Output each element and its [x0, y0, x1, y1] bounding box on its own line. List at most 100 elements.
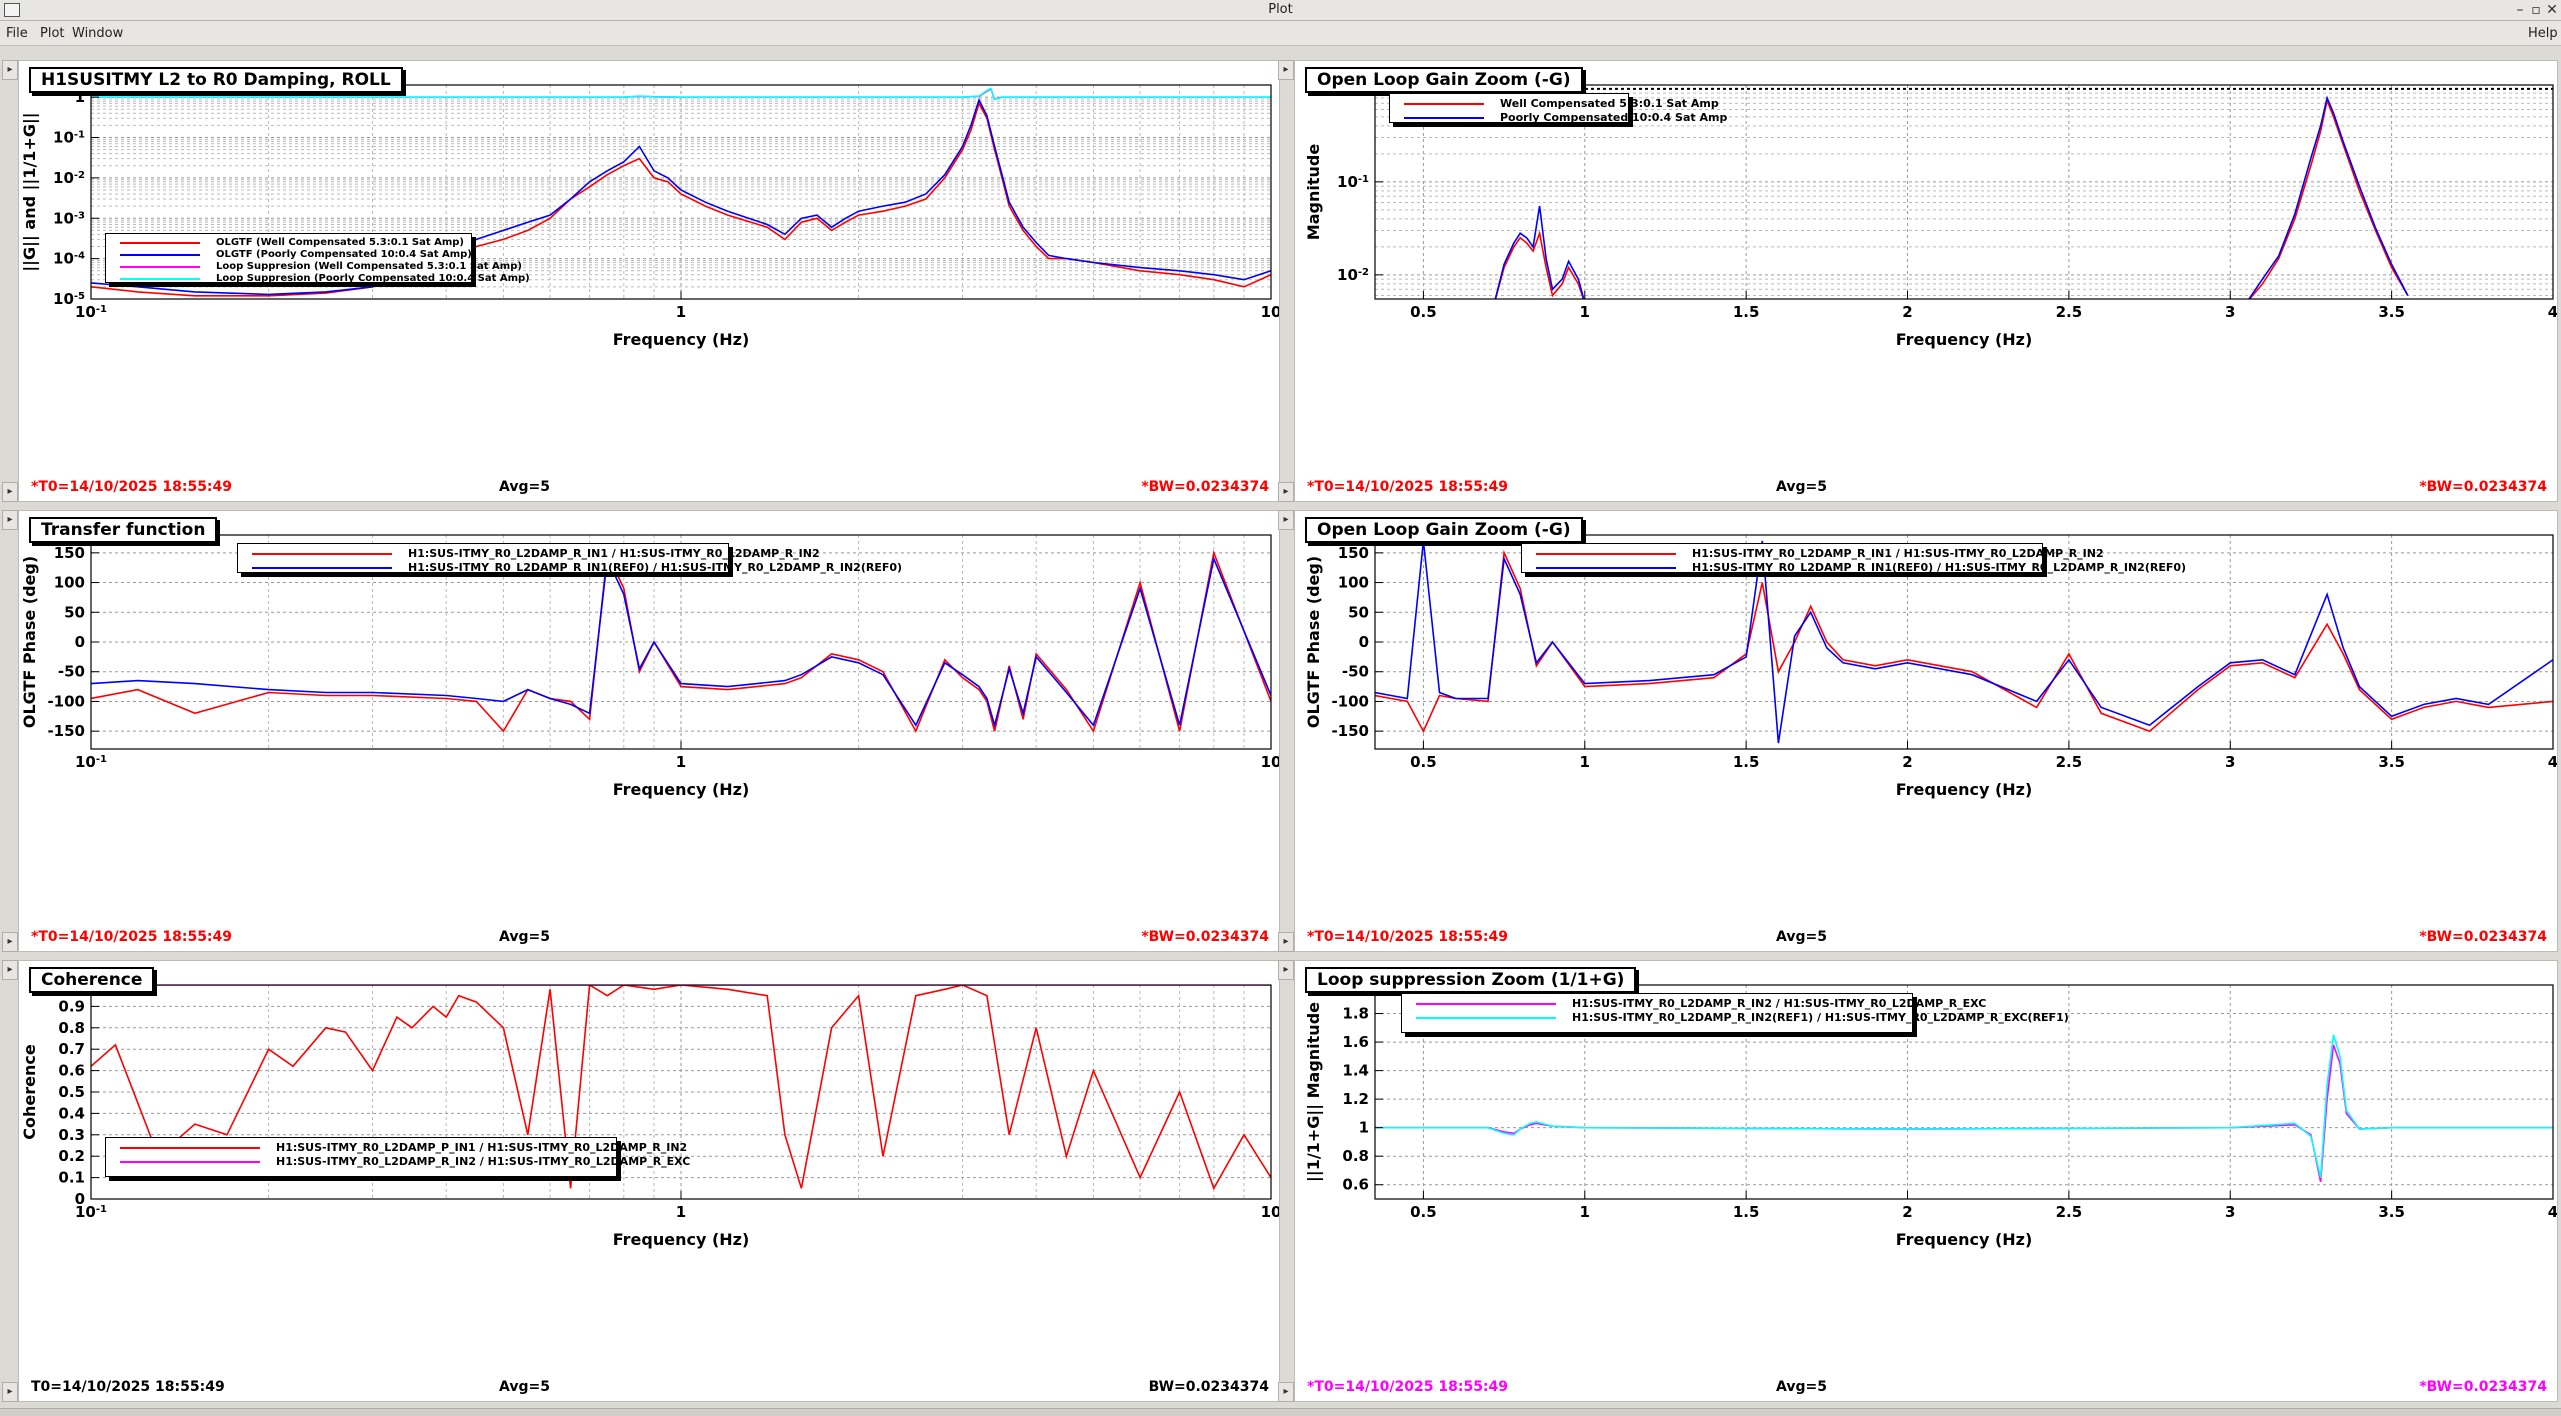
chart-canvas[interactable]: 0.511.522.533.5421.81.61.41.210.80.6Freq… [1295, 961, 2557, 1401]
legend-label: OLGTF (Poorly Compensated 10:0.4 Sat Amp… [216, 249, 472, 260]
x-tick-label: 2 [1902, 753, 1912, 771]
chart-canvas[interactable]: 10-1 1 10 150 100 50 0 -50 -100 -150 Frequency (Hz… [19, 511, 1279, 951]
panel-expand-arrow-icon[interactable]: ▸ [2, 960, 18, 980]
plot-title: Loop suppression Zoom (1/1+G) [1305, 967, 1637, 993]
series-group [91, 549, 1271, 734]
series-line-1 [91, 101, 1271, 297]
panel-transfer-function: 10-1 1 10 150 100 50 0 -50 -100 -150 Frequency (Hz… [18, 510, 1280, 952]
y-tick-label: -100 [1331, 692, 1369, 710]
legend-entry: H1:SUS-ITMY_R0_L2DAMP_R_IN2 / H1:SUS-ITM… [1402, 997, 1986, 1011]
footer-t0: *T0=14/10/2025 18:55:49 [1307, 1379, 1509, 1395]
panel-loop-suppression: 0.511.522.533.5421.81.61.41.210.80.6Freq… [1294, 960, 2558, 1402]
legend-swatch [120, 242, 200, 244]
footer-avg: Avg=5 [1776, 1379, 1827, 1395]
plot-frame [1374, 984, 2554, 1200]
legend-entry: Loop Suppresion (Poorly Compensated 10:0… [106, 273, 530, 285]
x-tick-label: 1.5 [1733, 303, 1760, 321]
menu-window[interactable]: Window [72, 26, 124, 41]
chart-canvas[interactable]: 0.5 1 1.5 2 2.5 3 3.5 4 150 100 50 0 -50 -100 -150 Freq… [1295, 511, 2557, 951]
y-tick-label: 0 [75, 633, 85, 651]
menu-help[interactable]: Help [2528, 26, 2558, 41]
legend-swatch [120, 266, 200, 268]
legend-swatch [1536, 567, 1676, 569]
legend-entry: Poorly Compensated 10:0.4 Sat Amp [1390, 111, 1727, 125]
plot-title: Transfer function [29, 517, 218, 543]
x-tick-label: 2 [1902, 1203, 1912, 1221]
legend: OLGTF (Well Compensated 5.3:0.1 Sat Amp)… [105, 233, 530, 285]
panel-options-arrow-icon[interactable]: ▸ [2, 932, 18, 952]
window-titlebar: Plot – ▫ ✕ [0, 0, 2561, 21]
legend-entry: H1:SUS-ITMY_R0_L2DAMP_R_IN1 / H1:SUS-ITM… [238, 547, 820, 561]
footer-avg: Avg=5 [1776, 929, 1827, 945]
plot-title: Open Loop Gain Zoom (-G) [1305, 517, 1583, 543]
menu-plot[interactable]: Plot [40, 26, 65, 41]
series-line-4 [91, 87, 1271, 101]
x-tick-label: 3 [2225, 303, 2235, 321]
y-tick-label: 10-4 [53, 250, 85, 268]
legend-entry: OLGTF (Well Compensated 5.3:0.1 Sat Amp) [106, 237, 471, 249]
y-tick-label: 10-2 [53, 169, 85, 187]
panel-options-arrow-icon[interactable]: ▸ [2, 1382, 18, 1402]
panel-expand-arrow-icon[interactable]: ▸ [2, 510, 18, 530]
y-tick-label: 100 [1338, 574, 1369, 592]
panel-olg-zoom-phase: 0.5 1 1.5 2 2.5 3 3.5 4 150 100 50 0 -50 -100 -150 Freq… [1294, 510, 2558, 952]
x-tick-label: 1.5 [1733, 1203, 1760, 1221]
panel-expand-arrow-icon[interactable]: ▸ [1278, 510, 1294, 530]
legend-swatch [120, 254, 200, 256]
series-line-1 [91, 985, 1271, 1191]
chart-canvas[interactable]: 10-111010.90.80.70.60.50.40.30.20.10Freq… [19, 961, 1279, 1401]
x-tick-label: 3 [2225, 1203, 2235, 1221]
footer-avg: Avg=5 [499, 929, 550, 945]
legend-label: H1:SUS-ITMY_R0_L2DAMP_R_IN1 / H1:SUS-ITM… [408, 547, 820, 560]
series-line-2 [1375, 540, 2553, 744]
footer-bw: *BW=0.0234374 [2419, 479, 2547, 495]
chart-canvas[interactable]: 10-1 1 10 1 10-1 10-2 10-3 10-4 10-5 Frequency (H… [19, 61, 1279, 501]
legend-label: Poorly Compensated 10:0.4 Sat Amp [1500, 111, 1728, 124]
x-tick-label: 1 [676, 1203, 686, 1221]
series-group [1494, 95, 2409, 299]
panel-options-arrow-icon[interactable]: ▸ [2, 482, 18, 502]
x-tick-label: 10 [1261, 303, 1279, 321]
legend-swatch [1416, 1003, 1556, 1005]
series-group [1375, 540, 2553, 744]
footer-t0: *T0=14/10/2025 18:55:49 [31, 929, 233, 945]
legend-label: Loop Suppresion (Poorly Compensated 10:0… [216, 273, 530, 284]
legend-swatch [120, 1161, 260, 1163]
y-tick-label: -100 [47, 692, 85, 710]
y-axis-label: Coherence [20, 1044, 39, 1140]
y-tick-label: 150 [54, 544, 85, 562]
x-tick-label: 2.5 [2056, 753, 2083, 771]
x-tick-label: 10-1 [75, 753, 107, 771]
x-axis-label: Frequency (Hz) [613, 330, 750, 349]
panel-options-arrow-icon[interactable]: ▸ [1278, 482, 1294, 502]
panel-expand-arrow-icon[interactable]: ▸ [2, 60, 18, 80]
panel-options-arrow-icon[interactable]: ▸ [1278, 932, 1294, 952]
maximize-icon[interactable]: ▫ [2531, 2, 2541, 18]
close-icon[interactable]: ✕ [2546, 2, 2558, 18]
x-axis-label: Frequency (Hz) [1896, 330, 2033, 349]
x-tick-label: 4 [2548, 1203, 2557, 1221]
legend-entry: Loop Suppresion (Well Compensated 5.3:0.… [106, 261, 522, 273]
y-axis-label: ||G|| and ||1/1+G|| [20, 112, 40, 271]
menu-file[interactable]: File [6, 26, 28, 41]
panel-options-arrow-icon[interactable]: ▸ [1278, 1382, 1294, 1402]
minimize-icon[interactable]: – [2516, 2, 2524, 18]
legend-swatch [120, 278, 200, 280]
y-tick-label: 1.6 [1342, 1033, 1369, 1051]
x-tick-label: 1 [1580, 1203, 1590, 1221]
x-tick-label: 1 [1580, 303, 1590, 321]
panel-expand-arrow-icon[interactable]: ▸ [1278, 960, 1294, 980]
footer-avg: Avg=5 [499, 479, 550, 495]
series-line-2 [91, 555, 1271, 729]
y-tick-label: 0.1 [58, 1169, 85, 1187]
x-tick-label: 2 [1902, 303, 1912, 321]
legend-label: H1:SUS-ITMY_R0_L2DAMP_R_IN2(REF1) / H1:S… [1572, 1011, 2069, 1024]
x-tick-label: 4 [2548, 753, 2557, 771]
footer-avg: Avg=5 [1776, 479, 1827, 495]
x-tick-label: 3.5 [2378, 753, 2405, 771]
series-group [1375, 1034, 2553, 1183]
panel-expand-arrow-icon[interactable]: ▸ [1278, 60, 1294, 80]
